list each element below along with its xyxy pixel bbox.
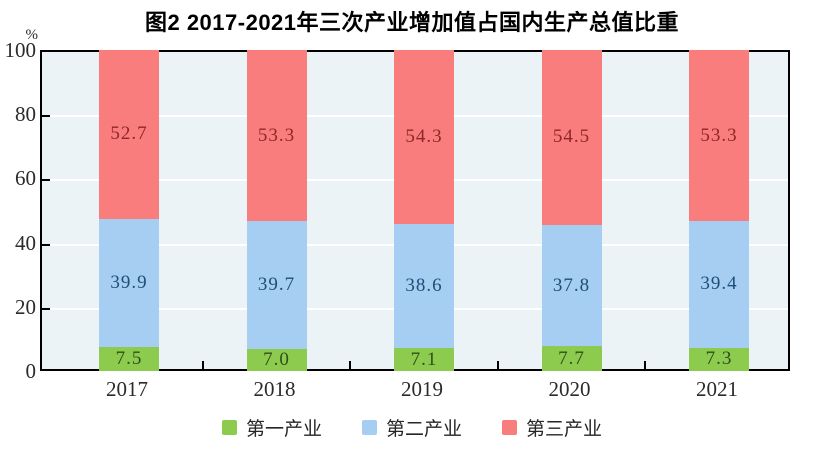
bar-segment: 39.9 bbox=[99, 218, 159, 347]
bar-segment: 39.7 bbox=[246, 221, 307, 349]
legend-label: 第三产业 bbox=[526, 419, 603, 440]
bar-value-label: 53.3 bbox=[700, 124, 738, 146]
bar-value-label: 53.3 bbox=[257, 124, 296, 146]
bar-value-label: 7.0 bbox=[263, 348, 290, 370]
bar-value-label: 39.7 bbox=[257, 273, 296, 295]
x-axis-tick bbox=[201, 361, 204, 369]
y-axis-tick bbox=[42, 115, 50, 118]
legend: 第一产业 第二产业 第三产业 bbox=[0, 414, 824, 441]
bar-segment: 37.8 bbox=[541, 224, 602, 347]
bar-segment: 7.0 bbox=[246, 348, 307, 371]
bar-segment: 52.7 bbox=[99, 49, 159, 219]
y-tick-label: 60 bbox=[15, 166, 36, 191]
x-axis-tick bbox=[496, 361, 499, 369]
x-tick-label: 2017 bbox=[106, 377, 148, 401]
chart-title: 图2 2017-2021年三次产业增加值占国内生产总值比重 bbox=[144, 10, 680, 35]
legend-swatch bbox=[502, 420, 517, 435]
bar-segment: 7.1 bbox=[394, 348, 454, 371]
bar-segment: 7.7 bbox=[541, 346, 602, 371]
legend-swatch bbox=[221, 420, 237, 435]
bar-segment: 39.4 bbox=[689, 221, 749, 348]
x-tick-label: 2021 bbox=[696, 377, 738, 401]
bar-value-label: 54.5 bbox=[552, 126, 591, 148]
legend-item: 第一产业 bbox=[221, 414, 322, 441]
legend-label: 第一产业 bbox=[245, 419, 322, 440]
x-tick-label: 2019 bbox=[401, 377, 443, 401]
bar-value-label: 7.7 bbox=[558, 347, 585, 369]
y-tick-label: 0 bbox=[25, 359, 37, 383]
legend-swatch bbox=[361, 420, 377, 435]
bar-segment: 7.5 bbox=[99, 346, 159, 371]
bar-value-label: 7.1 bbox=[410, 348, 438, 370]
bar-segment: 53.3 bbox=[689, 50, 749, 222]
bar-value-label: 39.9 bbox=[110, 271, 148, 293]
y-axis-tick bbox=[42, 307, 50, 310]
bar-segment: 38.6 bbox=[394, 224, 454, 349]
bar-value-label: 7.5 bbox=[115, 347, 143, 369]
x-tick-label: 2020 bbox=[548, 377, 591, 401]
bar-value-label: 38.6 bbox=[405, 275, 443, 297]
legend-item: 第三产业 bbox=[502, 414, 602, 441]
y-tick-label: 100 bbox=[4, 38, 37, 62]
legend-item: 第二产业 bbox=[361, 414, 462, 441]
x-axis-tick bbox=[644, 361, 647, 369]
bar-value-label: 7.3 bbox=[705, 348, 733, 370]
bar-value-label: 54.3 bbox=[405, 126, 443, 148]
bar-value-label: 52.7 bbox=[110, 123, 148, 145]
y-tick-label: 40 bbox=[15, 230, 36, 255]
x-axis-tick bbox=[349, 361, 352, 369]
y-axis-tick bbox=[42, 243, 50, 246]
plot-area: 7.5 39.9 52.7 7.0 39.7 53.3 7.1 38.6 54.3 7.7 37.8… bbox=[40, 49, 790, 371]
bar-segment: 7.3 bbox=[689, 347, 749, 371]
x-tick-label: 2018 bbox=[253, 377, 296, 401]
bar-segment: 54.3 bbox=[394, 50, 454, 225]
legend-label: 第二产业 bbox=[385, 419, 462, 440]
bar-segment: 53.3 bbox=[246, 50, 307, 222]
y-tick-label: 20 bbox=[15, 294, 36, 319]
y-tick-label: 80 bbox=[15, 102, 36, 127]
y-axis-unit-label: % bbox=[25, 27, 39, 43]
bar-value-label: 37.8 bbox=[552, 274, 591, 296]
y-axis-tick bbox=[42, 179, 50, 182]
bar-value-label: 39.4 bbox=[700, 273, 738, 295]
bar-segment: 54.5 bbox=[541, 50, 602, 225]
